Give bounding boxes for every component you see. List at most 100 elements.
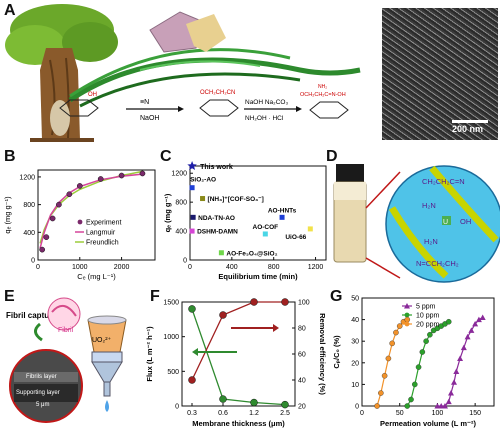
- flux-point: [219, 395, 227, 403]
- series-point: [475, 316, 482, 323]
- series-point: [404, 403, 411, 409]
- x-tick-label: 2000: [114, 264, 130, 271]
- membrane-cross-section: [9, 349, 83, 423]
- uranyl-label: UO₂²⁺: [92, 337, 112, 344]
- y-tick-label: 40: [351, 317, 359, 324]
- y-right-tick-label: 80: [298, 326, 306, 333]
- series-point: [412, 381, 418, 388]
- legend-marker: [404, 321, 410, 327]
- y-right-tick-label: 40: [298, 378, 306, 385]
- series-point: [389, 340, 395, 347]
- data-point: [189, 185, 195, 191]
- y-axis-label: Flux (L m⁻² h⁻¹): [145, 326, 154, 382]
- legend-marker-experiment: [77, 219, 83, 225]
- series-point: [457, 355, 464, 361]
- legend-label-experiment: Experiment: [86, 220, 121, 227]
- data-point: [262, 231, 268, 237]
- experiment-point: [118, 172, 125, 179]
- x-tick-label: 0: [188, 264, 192, 271]
- data-point: [218, 250, 224, 256]
- x-tick-label: 2.5: [280, 410, 290, 417]
- removal-line: [191, 301, 285, 381]
- panel-label-g: G: [330, 288, 343, 305]
- panel-label-a: A: [4, 2, 16, 19]
- data-label: DSHM-DAMN: [197, 229, 238, 236]
- chart-b-isotherm: 0 1000 2000 0 400 800 1200 Cₑ (mg L⁻¹) qₑ (mg g⁻…: [3, 169, 156, 281]
- x-tick-label: 50: [396, 410, 404, 417]
- flux-point: [188, 305, 196, 313]
- panel-label-c: C: [160, 148, 172, 165]
- filtration-funnel: [87, 315, 127, 412]
- series-point: [479, 314, 486, 320]
- experiment-point: [66, 191, 73, 198]
- ligand-bottom-nh2: H₂N: [424, 237, 438, 246]
- series-point: [381, 372, 388, 379]
- series-point: [393, 329, 399, 336]
- removal-point: [250, 298, 258, 306]
- y-tick-label: 0: [183, 258, 187, 265]
- y-tick-label: 0: [31, 258, 35, 265]
- panel-a-illustration: OH OCH₂CH₂CN NH₂ OCH₂CH₂C=N-OH ≡N NaOH N…: [5, 4, 361, 142]
- x-axis-label: Equilibrium time (min): [218, 272, 298, 281]
- cellulose-structure-3: [309, 101, 349, 119]
- y-tick-label: 1200: [19, 174, 35, 181]
- cellulose-structure-1: [59, 99, 99, 117]
- y-tick-label: 1000: [163, 334, 179, 341]
- series-point: [408, 396, 414, 403]
- series-point: [423, 338, 429, 345]
- y-tick-label: 500: [167, 369, 179, 376]
- series-point: [441, 403, 448, 409]
- data-point: [307, 226, 313, 232]
- x-tick-label: 800: [268, 264, 280, 271]
- y-tick-label: 1500: [163, 300, 179, 307]
- reagent-naoh-na2co3: NaOH Na₂CO₃: [245, 99, 288, 106]
- flux-point: [250, 398, 258, 407]
- panel-label-d: D: [326, 148, 338, 165]
- data-label: UiO-66: [285, 234, 306, 241]
- y-tick-label: 30: [351, 339, 359, 346]
- experiment-point: [97, 176, 104, 182]
- svg-text:≡N: ≡N: [140, 99, 149, 106]
- x-tick-label: 1200: [308, 264, 324, 271]
- series-point: [464, 333, 471, 340]
- flux-line: [191, 308, 286, 406]
- plot-frame: [189, 165, 327, 261]
- uranyl-center-marker: [442, 216, 451, 225]
- fibrils-layer-label: Fibrils layer: [26, 374, 57, 380]
- legend-label: 10 ppm: [416, 313, 440, 320]
- series-point: [451, 379, 458, 385]
- plot-frame: [37, 169, 156, 261]
- ligand-top-group: CH₂CH₂C=N: [422, 177, 465, 186]
- x-tick-label: 0.3: [187, 410, 197, 417]
- removal-axis-arrowhead: [273, 324, 279, 332]
- removal-point: [281, 298, 289, 306]
- flux-point: [281, 400, 289, 409]
- experiment-point: [39, 246, 46, 253]
- x-axis-label: Membrane thickness (μm): [192, 419, 285, 428]
- x-tick-label: 1.2: [249, 410, 259, 417]
- sem-image: [382, 8, 498, 140]
- y-tick-label: 50: [351, 296, 359, 303]
- experiment-point: [49, 215, 56, 222]
- y-right-tick-label: 60: [298, 352, 306, 359]
- y-tick-label: 400: [175, 229, 187, 236]
- y-tick-label: 0: [355, 404, 359, 411]
- experiment-point: [139, 170, 146, 177]
- scale-label: 5 μm: [36, 402, 49, 408]
- y-tick-label: 1200: [171, 171, 187, 178]
- y-tick-label: 0: [175, 404, 179, 411]
- flux-axis-arrowhead: [192, 348, 198, 356]
- data-point: [190, 214, 196, 220]
- data-point-star: [187, 161, 197, 171]
- series-point: [374, 403, 380, 409]
- panel-label-f: F: [150, 288, 160, 305]
- substituent-nh2: NH₂: [318, 84, 327, 90]
- y-axis-label: qₑ (mg g⁻¹): [163, 193, 172, 232]
- data-label: NDA-TN-AO: [198, 215, 235, 222]
- plot-frame: [361, 297, 495, 407]
- experiment-point: [76, 183, 83, 189]
- series-point: [378, 390, 384, 396]
- x-axis-label: Cₑ (mg L⁻¹): [77, 272, 116, 281]
- series-point: [460, 344, 467, 351]
- data-label: This work: [200, 164, 233, 171]
